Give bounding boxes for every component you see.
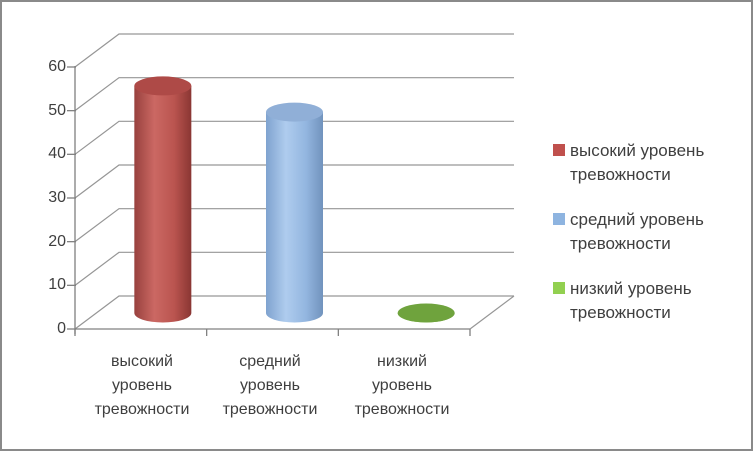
y-tick-label: 0 — [57, 320, 66, 337]
category-label-line: высокий — [111, 353, 173, 370]
legend-label-line: средний уровень — [570, 210, 704, 229]
axes — [74, 66, 515, 336]
legend-swatch-icon — [553, 282, 565, 294]
legend-label: средний уровень тревожности — [570, 208, 704, 256]
legend: высокий уровень тревожности средний уров… — [553, 2, 748, 449]
gridlines — [67, 33, 514, 330]
category-label-line: средний — [239, 353, 301, 370]
y-tick-label: 40 — [48, 145, 66, 162]
legend-label: низкий уровень тревожности — [570, 277, 692, 325]
legend-item: высокий уровень тревожности — [553, 139, 704, 187]
y-tick-label: 50 — [48, 102, 66, 119]
cylinder-chart-plot — [67, 33, 515, 336]
y-tick-label: 60 — [48, 58, 66, 75]
category-label-line: уровень — [371, 377, 432, 394]
legend-swatch-icon — [553, 213, 565, 225]
legend-label-line: высокий уровень — [570, 141, 705, 160]
legend-label-line: низкий уровень — [570, 279, 692, 298]
legend-label-line: тревожности — [570, 234, 671, 253]
legend-item: низкий уровень тревожности — [553, 277, 692, 325]
legend-item: средний уровень тревожности — [553, 208, 704, 256]
category-label: низкий уровень тревожности — [330, 350, 474, 422]
legend-label-line: тревожности — [570, 165, 671, 184]
category-label-line: тревожности — [222, 401, 318, 418]
category-label: средний уровень тревожности — [198, 350, 342, 422]
category-label-line: уровень — [239, 377, 300, 394]
category-label-line: тревожности — [94, 401, 190, 418]
legend-label: высокий уровень тревожности — [570, 139, 704, 187]
category-label: высокий уровень тревожности — [70, 350, 214, 422]
y-tick-label: 30 — [48, 189, 66, 206]
y-tick-label: 20 — [48, 233, 66, 250]
y-tick-label: 10 — [48, 276, 66, 293]
legend-label-line: тревожности — [570, 303, 671, 322]
category-label-line: низкий — [377, 353, 427, 370]
category-label-line: уровень — [111, 377, 172, 394]
legend-swatch-icon — [553, 144, 565, 156]
cylinder-bars — [134, 76, 455, 323]
category-label-line: тревожности — [354, 401, 450, 418]
